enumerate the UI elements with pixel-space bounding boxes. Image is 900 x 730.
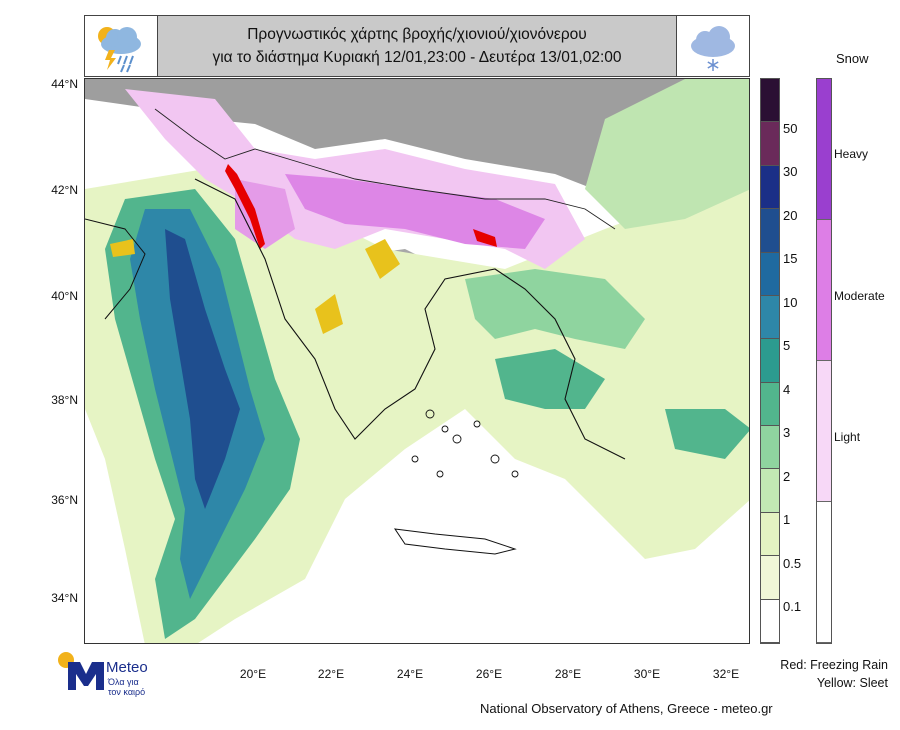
snow-color-scale (816, 78, 832, 644)
precip-scale-segment (761, 556, 779, 600)
scale-label-50: 50 (783, 121, 798, 136)
scale-label-2: 2 (783, 469, 791, 484)
scale-label-0-5: 0.5 (783, 556, 802, 571)
lon-label-30: 30°E (633, 667, 661, 681)
snow-label-moderate: Moderate (834, 289, 885, 303)
lat-label-36: 36°N (51, 493, 78, 507)
snow-scale-segment (817, 361, 831, 502)
scale-label-3: 3 (783, 425, 791, 440)
title-text-area: Προγνωστικός χάρτης βροχής/χιονιού/χιονό… (157, 16, 677, 76)
precip-scale-segment (761, 165, 779, 210)
sleet-note: Yellow: Sleet (816, 676, 888, 690)
lon-label-32: 32°E (712, 667, 740, 681)
snow-label-heavy: Heavy (834, 147, 869, 161)
lon-label-28: 28°E (554, 667, 582, 681)
precip-scale-segment (761, 512, 779, 557)
logo-tagline-2: τον καιρό (108, 687, 146, 697)
precip-scale-segment (761, 295, 779, 340)
precipitation-map[interactable] (84, 78, 750, 644)
lat-label-42: 42°N (51, 183, 78, 197)
scale-label-10: 10 (783, 295, 798, 310)
meteo-logo-icon (56, 650, 166, 698)
lon-label-20: 20°E (239, 667, 267, 681)
lon-label-26: 26°E (475, 667, 503, 681)
scale-label-4: 4 (783, 382, 791, 397)
precip-scale-segment (761, 209, 779, 253)
lat-label-34: 34°N (51, 591, 78, 605)
precip-scale-segment (761, 426, 779, 470)
lon-label-22: 22°E (317, 667, 345, 681)
logo-name: Meteo (106, 659, 148, 676)
snow-cloud-icon (677, 16, 749, 76)
scale-label-5: 5 (783, 338, 791, 353)
snow-scale-segment (817, 79, 831, 220)
precip-scale-segment (761, 599, 779, 643)
credit-text: National Observatory of Athens, Greece -… (480, 701, 773, 716)
lat-label-44: 44°N (51, 77, 78, 91)
freezing-rain-note: Red: Freezing Rain (780, 658, 888, 672)
scale-label-15: 15 (783, 251, 798, 266)
precip-scale-segment (761, 79, 779, 123)
snow-scale-segment (817, 220, 831, 361)
title-line-2: για το διάστημα Κυριακή 12/01,23:00 - Δε… (212, 49, 622, 66)
map-title-box: Προγνωστικός χάρτης βροχής/χιονιού/χιονό… (84, 15, 750, 77)
logo-tagline-1: Όλα για (108, 677, 139, 687)
snow-scale-header: Snow (836, 51, 869, 66)
scale-label-1: 1 (783, 512, 791, 527)
precip-scale-segment (761, 339, 779, 383)
snow-label-light: Light (834, 430, 861, 444)
lon-label-24: 24°E (396, 667, 424, 681)
scale-label-30: 30 (783, 164, 798, 179)
precip-scale-segment (761, 252, 779, 296)
lat-label-40: 40°N (51, 289, 78, 303)
scale-label-0-1: 0.1 (783, 599, 802, 614)
title-line-1: Προγνωστικός χάρτης βροχής/χιονιού/χιονό… (247, 26, 587, 43)
scale-label-20: 20 (783, 208, 798, 223)
precip-scale-segment (761, 382, 779, 427)
precipitation-color-scale (760, 78, 780, 644)
precip-scale-segment (761, 469, 779, 513)
precip-scale-segment (761, 122, 779, 166)
snow-scale-segment (817, 502, 831, 643)
lat-label-38: 38°N (51, 393, 78, 407)
rain-thunder-cloud-icon (85, 16, 157, 76)
